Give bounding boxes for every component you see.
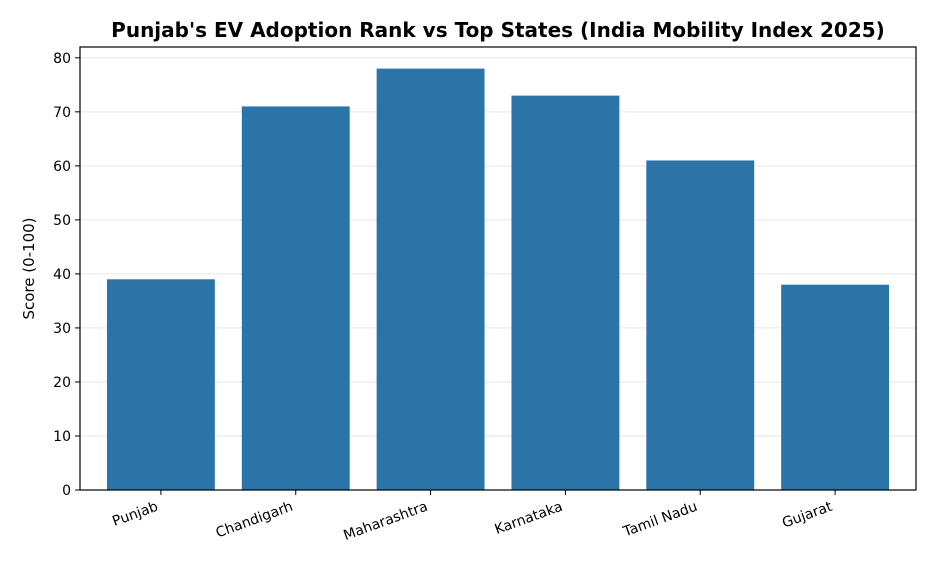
y-tick-label: 50 bbox=[53, 213, 71, 229]
y-tick-label: 20 bbox=[53, 375, 71, 391]
x-tick-label: Chandigarh bbox=[214, 499, 295, 542]
y-axis-label: Score (0-100) bbox=[20, 217, 38, 319]
bar bbox=[646, 160, 755, 490]
y-tick-label: 60 bbox=[53, 159, 71, 175]
bar bbox=[241, 106, 350, 491]
y-tick-label: 0 bbox=[62, 483, 71, 499]
y-tick-label: 30 bbox=[53, 321, 71, 337]
plot-frame bbox=[79, 46, 917, 491]
x-tick-label: Maharashtra bbox=[341, 499, 430, 544]
x-tick-label: Gujarat bbox=[780, 499, 835, 532]
x-tick-label: Karnataka bbox=[493, 499, 565, 538]
chart-title: Punjab's EV Adoption Rank vs Top States … bbox=[111, 18, 885, 42]
x-tick-label: Tamil Nadu bbox=[620, 499, 699, 541]
bar bbox=[376, 68, 485, 491]
bar bbox=[511, 95, 620, 490]
bars bbox=[106, 68, 890, 491]
y-axis-ticks: 0 10 20 30 40 50 60 70 80 bbox=[53, 51, 80, 499]
y-tick-label: 40 bbox=[53, 267, 71, 283]
bar bbox=[781, 284, 890, 490]
y-tick-label: 70 bbox=[53, 105, 71, 121]
y-tick-label: 80 bbox=[53, 51, 71, 67]
x-tick-label: Punjab bbox=[110, 499, 160, 530]
grid-lines bbox=[80, 57, 916, 491]
x-axis-ticks: Punjab Chandigarh Maharashtra Karnataka Tami… bbox=[110, 490, 836, 544]
y-tick-label: 10 bbox=[53, 429, 71, 445]
bar bbox=[106, 279, 215, 490]
